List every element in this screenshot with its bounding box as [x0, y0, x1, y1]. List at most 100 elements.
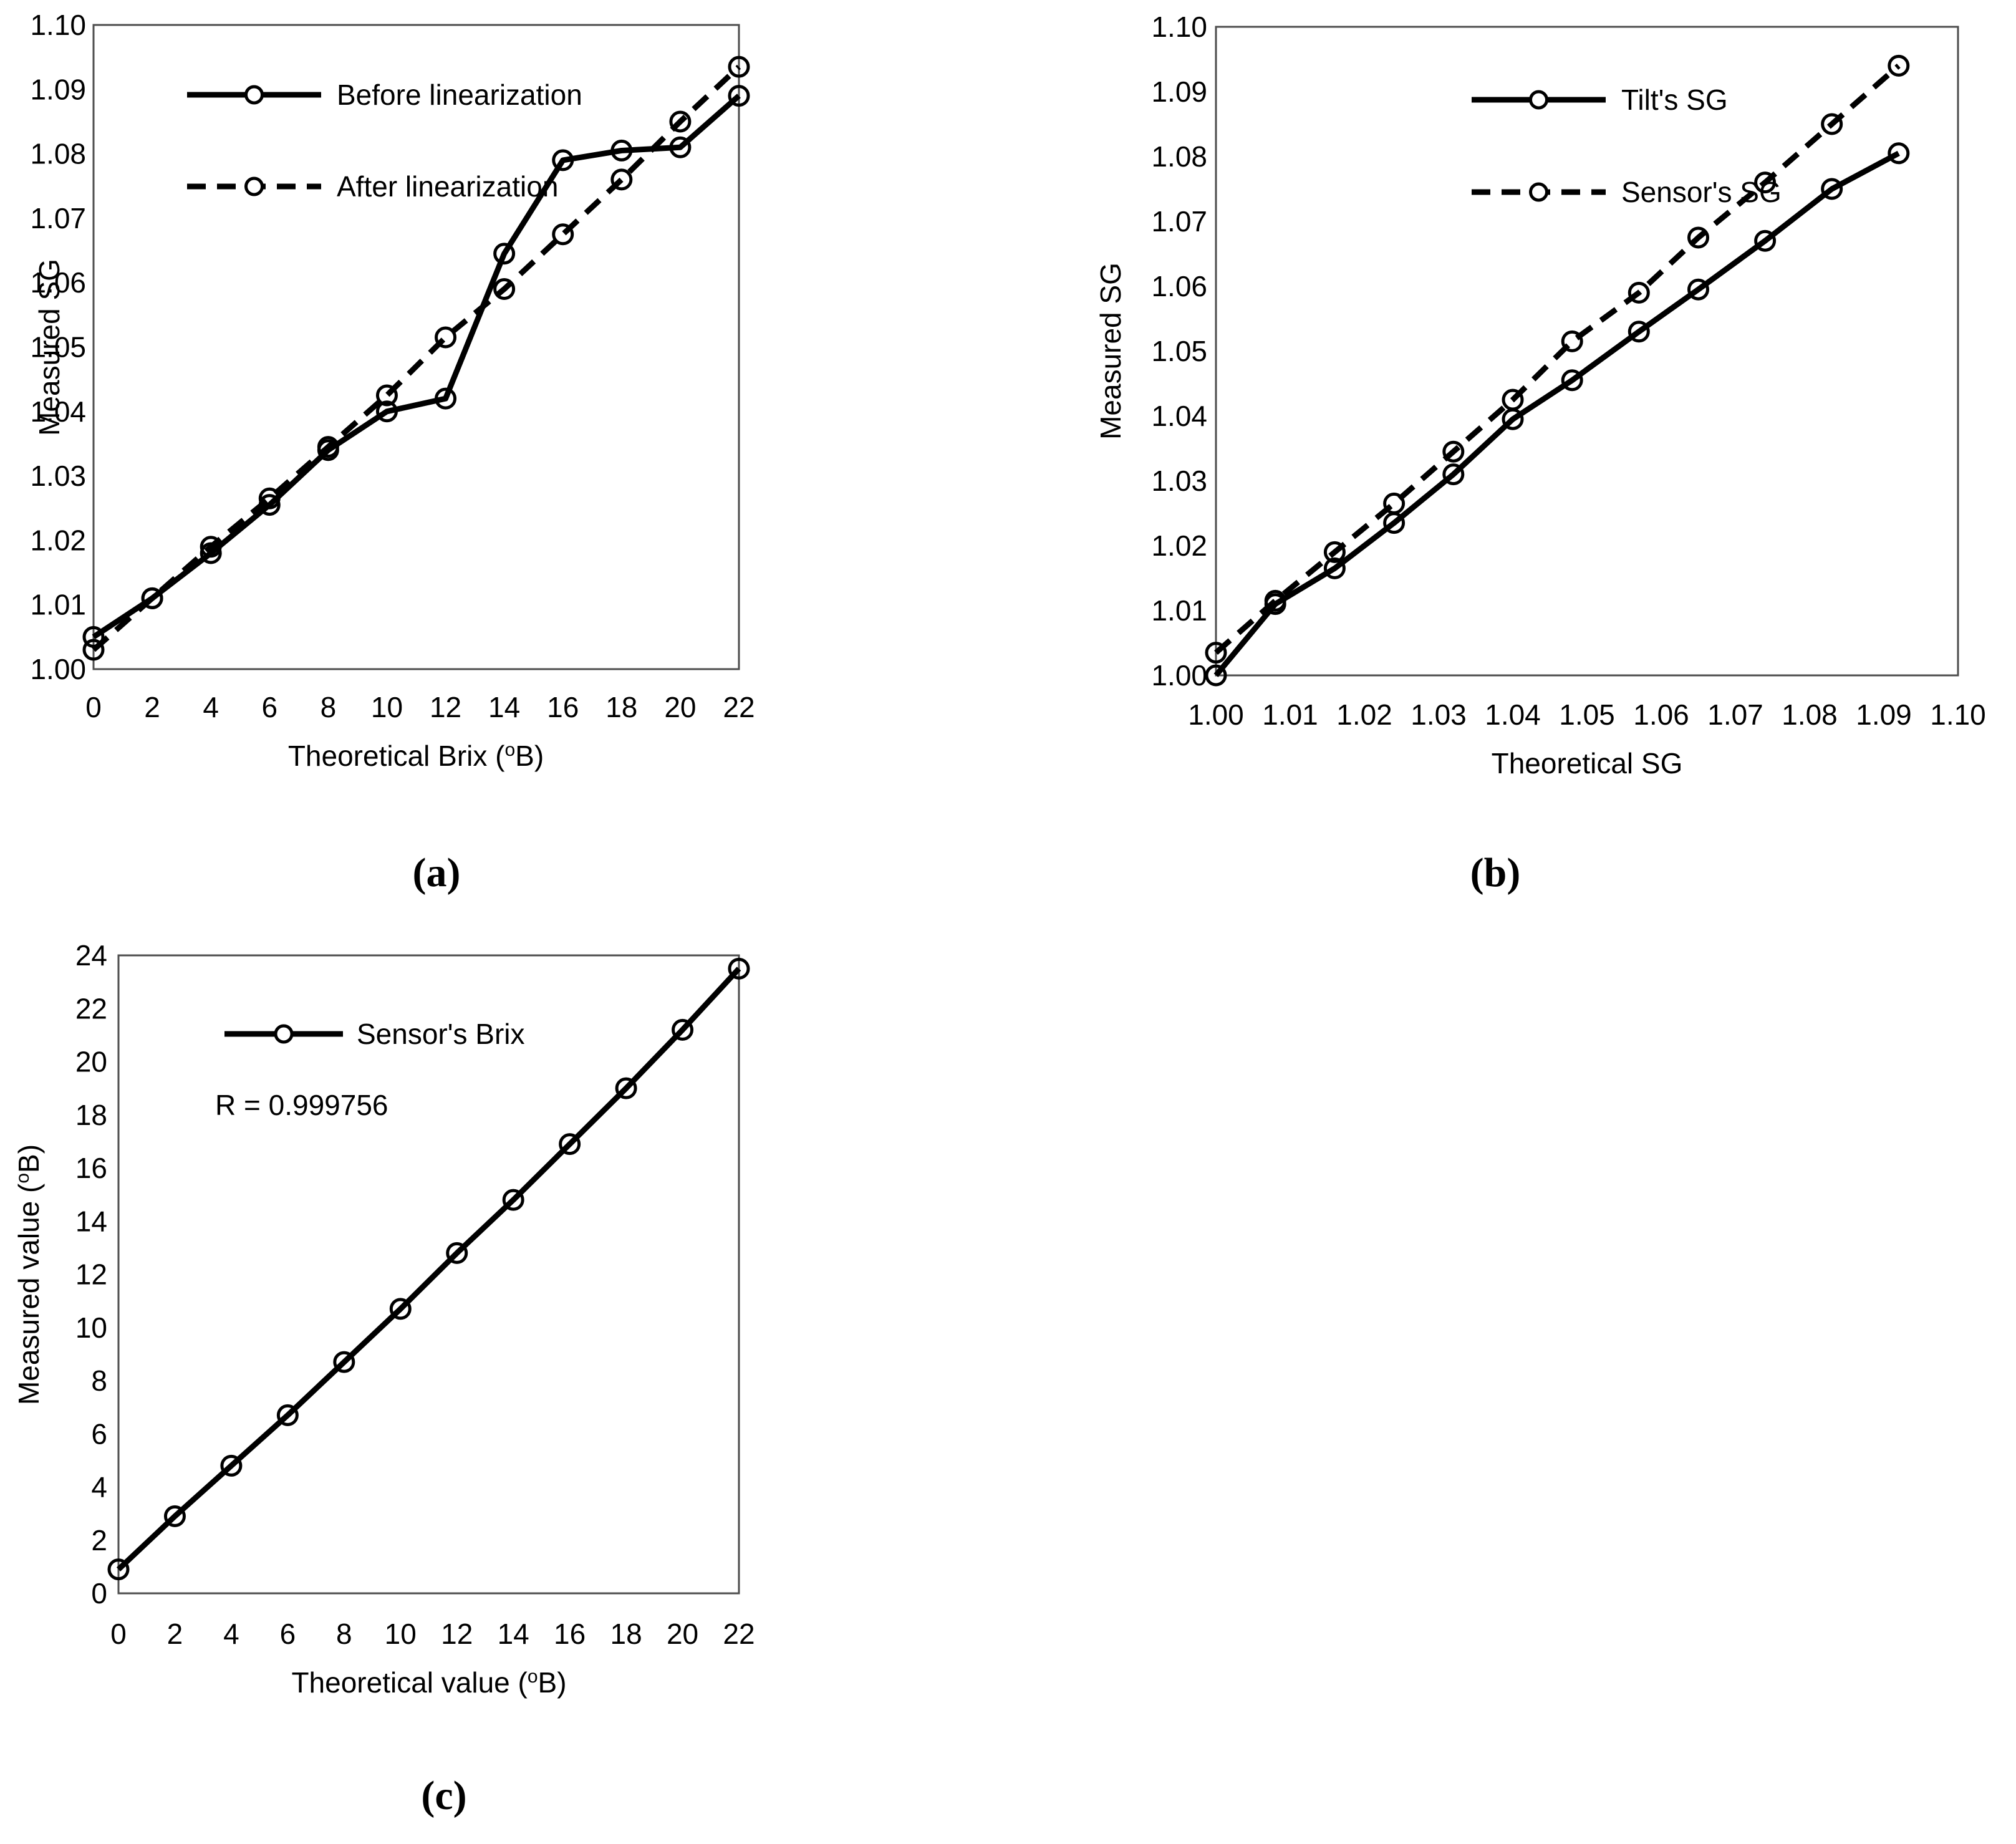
plot-box [1215, 26, 1959, 677]
data-point-marker [1442, 463, 1465, 486]
data-point-marker [493, 278, 516, 301]
y-tick-label: 1.05 [1151, 335, 1207, 367]
legend-marker [244, 176, 264, 196]
x-tick-label: 1.05 [1559, 698, 1615, 731]
y-tick-label: 18 [75, 1099, 107, 1131]
data-point-marker [107, 1558, 130, 1581]
y-tick-label: 4 [91, 1471, 107, 1504]
caption-c: (c) [421, 1773, 467, 1818]
x-tick-label: 6 [280, 1618, 296, 1650]
data-point-marker [317, 436, 339, 458]
y-tick-label: 1.03 [30, 460, 86, 492]
caption-b: (b) [1470, 850, 1521, 895]
y-tick-label: 8 [91, 1364, 107, 1397]
x-tick-label: 1.10 [1930, 698, 1986, 731]
data-point-marker [1888, 54, 1910, 77]
x-tick-label: 14 [488, 691, 520, 723]
y-tick-label: 1.06 [1151, 270, 1207, 302]
data-point-marker [1687, 278, 1709, 301]
y-tick-label: 6 [91, 1417, 107, 1450]
x-tick-label: 1.06 [1633, 698, 1689, 731]
x-tick-label: 10 [371, 691, 403, 723]
y-tick-label: 10 [75, 1311, 107, 1344]
data-point-marker [728, 85, 750, 107]
y-tick-label: 1.00 [30, 653, 86, 685]
data-point-marker [163, 1505, 186, 1527]
x-tick-label: 22 [723, 691, 755, 723]
data-point-marker [1442, 440, 1465, 463]
y-tick-label: 1.09 [1151, 75, 1207, 108]
data-point-marker [1628, 321, 1650, 343]
x-tick-label: 1.04 [1485, 698, 1541, 731]
x-tick-label: 4 [223, 1618, 239, 1650]
legend-marker [274, 1024, 294, 1044]
x-tick-label: 20 [667, 1618, 698, 1650]
x-tick-label: 1.01 [1262, 698, 1318, 731]
chart-a: 1.00 1.01 1.02 1.03 1.04 1.05 1.06 1.07 1.08 1.09… [30, 9, 755, 772]
x-tick-label: 20 [664, 691, 696, 723]
series-line-dashed [92, 64, 741, 652]
data-point-marker [276, 1404, 299, 1426]
x-tick-label: 18 [610, 1618, 642, 1650]
y-axis-title: Measured value (oB) [12, 1144, 45, 1405]
data-point-marker [728, 56, 750, 78]
y-tick-label: 14 [75, 1205, 107, 1237]
data-point-marker [552, 149, 574, 171]
data-point-marker [82, 639, 105, 661]
data-point-marker [1205, 664, 1227, 687]
data-point-marker [1383, 492, 1406, 514]
x-tick-label: 16 [547, 691, 579, 723]
data-point-marker [1264, 589, 1286, 612]
x-tick-label: 12 [441, 1618, 473, 1650]
data-point-marker [446, 1242, 468, 1264]
data-point-marker [200, 536, 222, 558]
y-axis-title: Measured SG [33, 259, 65, 436]
y-tick-label: 0 [91, 1577, 107, 1610]
y-tick-label: 1.02 [1151, 529, 1207, 562]
y-tick-label: 1.01 [30, 589, 86, 621]
x-tick-label: 4 [203, 691, 219, 723]
chart-b: 1.00 1.01 1.02 1.03 1.04 1.05 1.06 1.07 1.08 1.09… [1094, 11, 1986, 780]
data-point-marker [333, 1351, 355, 1373]
x-tick-label: 2 [144, 691, 160, 723]
y-tick-label: 1.08 [1151, 140, 1207, 173]
y-tick-label: 22 [75, 992, 107, 1025]
x-tick-label: 8 [321, 691, 337, 723]
y-tick-label: 1.01 [1151, 594, 1207, 627]
y-tick-label: 1.00 [1151, 659, 1207, 692]
data-point-marker [1687, 226, 1709, 249]
data-point-marker [435, 387, 457, 410]
data-point-marker [1754, 171, 1777, 194]
annotation-r-value: R = 0.999756 [215, 1089, 388, 1121]
x-tick-label: 18 [605, 691, 637, 723]
data-point-marker [1628, 281, 1650, 304]
legend-marker [1529, 182, 1548, 202]
data-point-marker [669, 110, 692, 133]
data-point-marker [1323, 557, 1346, 579]
data-point-marker [1821, 178, 1843, 200]
y-tick-label: 20 [75, 1046, 107, 1078]
legend-label: After linearization [337, 170, 558, 203]
x-tick-label: 6 [261, 691, 277, 723]
data-point-marker [1205, 642, 1227, 664]
x-tick-label: 0 [110, 1618, 127, 1650]
x-tick-label: 1.03 [1411, 698, 1467, 731]
data-point-marker [1561, 369, 1583, 392]
y-tick-label: 1.04 [30, 395, 86, 428]
data-point-marker [610, 168, 633, 191]
series-line-solid [1213, 150, 1900, 677]
x-tick-label: 10 [385, 1618, 417, 1650]
x-tick-label: 14 [498, 1618, 529, 1650]
x-tick-label: 1.07 [1707, 698, 1763, 731]
y-tick-label: 1.08 [30, 138, 86, 170]
legend-label: Sensor's Brix [357, 1018, 525, 1050]
y-tick-label: 1.03 [1151, 465, 1207, 497]
y-tick-label: 1.05 [30, 331, 86, 364]
x-tick-label: 1.09 [1856, 698, 1912, 731]
y-tick-label: 16 [75, 1152, 107, 1184]
data-point-marker [141, 587, 163, 609]
legend-label: Before linearization [337, 79, 582, 111]
y-tick-label: 1.07 [1151, 205, 1207, 238]
y-tick-label: 1.04 [1151, 400, 1207, 432]
y-tick-label: 1.09 [30, 73, 86, 105]
